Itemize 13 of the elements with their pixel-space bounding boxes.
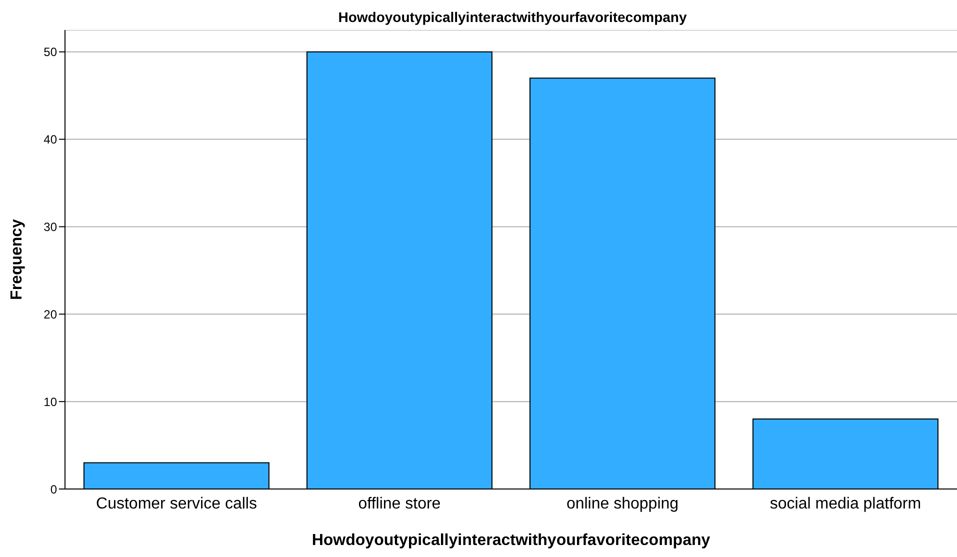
y-tick-label: 10 xyxy=(44,394,58,409)
x-tick-label: social media platform xyxy=(770,495,922,512)
y-axis-title: Frequency xyxy=(8,218,26,300)
chart-title: Howdoyoutypicallyinteractwithyourfavoritecompany xyxy=(337,8,688,27)
x-axis-title: Howdoyoutypicallyinteractwithyourfavoritecompany xyxy=(312,532,710,549)
x-tick-label: online shopping xyxy=(566,495,679,512)
y-tick-label: 40 xyxy=(44,132,58,147)
x-tick-label: Customer service calls xyxy=(96,495,257,512)
y-tick-label: 0 xyxy=(50,482,58,496)
y-tick-label: 50 xyxy=(44,45,58,60)
y-tick-label: 30 xyxy=(44,220,58,234)
y-tick-label: 20 xyxy=(44,307,58,322)
x-tick-label: offline store xyxy=(358,495,441,512)
